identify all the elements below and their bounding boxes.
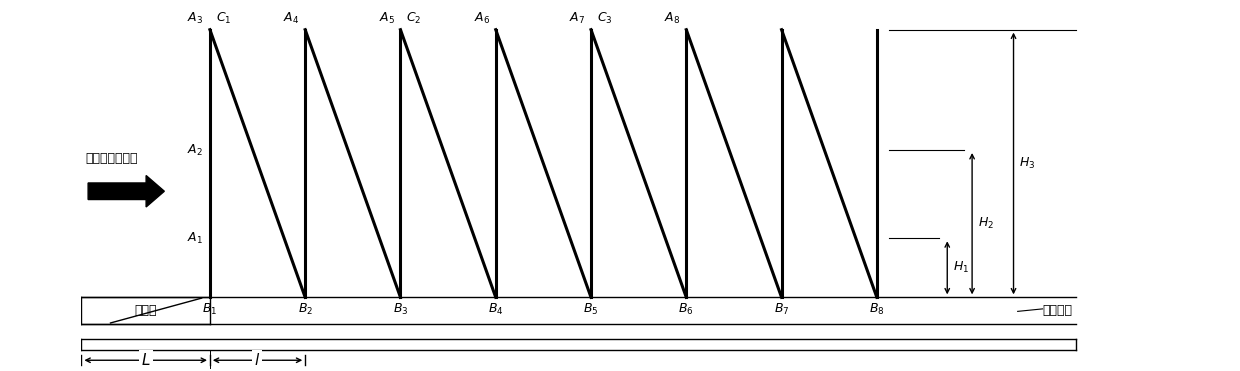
Text: $B_8$: $B_8$ (869, 301, 884, 316)
Text: $C_2$: $C_2$ (407, 10, 422, 26)
Text: $B_6$: $B_6$ (678, 301, 694, 316)
Text: $H_2$: $H_2$ (978, 216, 994, 231)
Text: $B_4$: $B_4$ (489, 301, 503, 316)
Text: $A_3$: $A_3$ (187, 10, 203, 26)
Text: $L$: $L$ (141, 352, 151, 368)
Text: $B_1$: $B_1$ (202, 301, 217, 316)
Text: $A_5$: $A_5$ (378, 10, 394, 26)
Text: $A_4$: $A_4$ (283, 10, 299, 26)
Text: $A_7$: $A_7$ (569, 10, 585, 26)
Text: $H_1$: $H_1$ (954, 260, 970, 275)
Text: $B_5$: $B_5$ (583, 301, 599, 316)
FancyArrow shape (88, 175, 165, 207)
Text: $B_2$: $B_2$ (298, 301, 312, 316)
Text: $A_8$: $A_8$ (665, 10, 681, 26)
Text: 开切眼: 开切眼 (135, 304, 157, 317)
Text: $B_3$: $B_3$ (393, 301, 408, 316)
Text: $H_3$: $H_3$ (1019, 156, 1035, 171)
Text: $l$: $l$ (254, 352, 260, 368)
Text: $A_2$: $A_2$ (187, 142, 203, 158)
Text: $C_1$: $C_1$ (216, 10, 231, 26)
Text: $C_3$: $C_3$ (596, 10, 613, 26)
Text: 工作面推进方向: 工作面推进方向 (86, 152, 138, 165)
Text: $A_1$: $A_1$ (187, 231, 203, 246)
Text: 回风顺槽: 回风顺槽 (1043, 304, 1073, 317)
Text: $B_7$: $B_7$ (774, 301, 790, 316)
Text: $A_6$: $A_6$ (474, 10, 490, 26)
